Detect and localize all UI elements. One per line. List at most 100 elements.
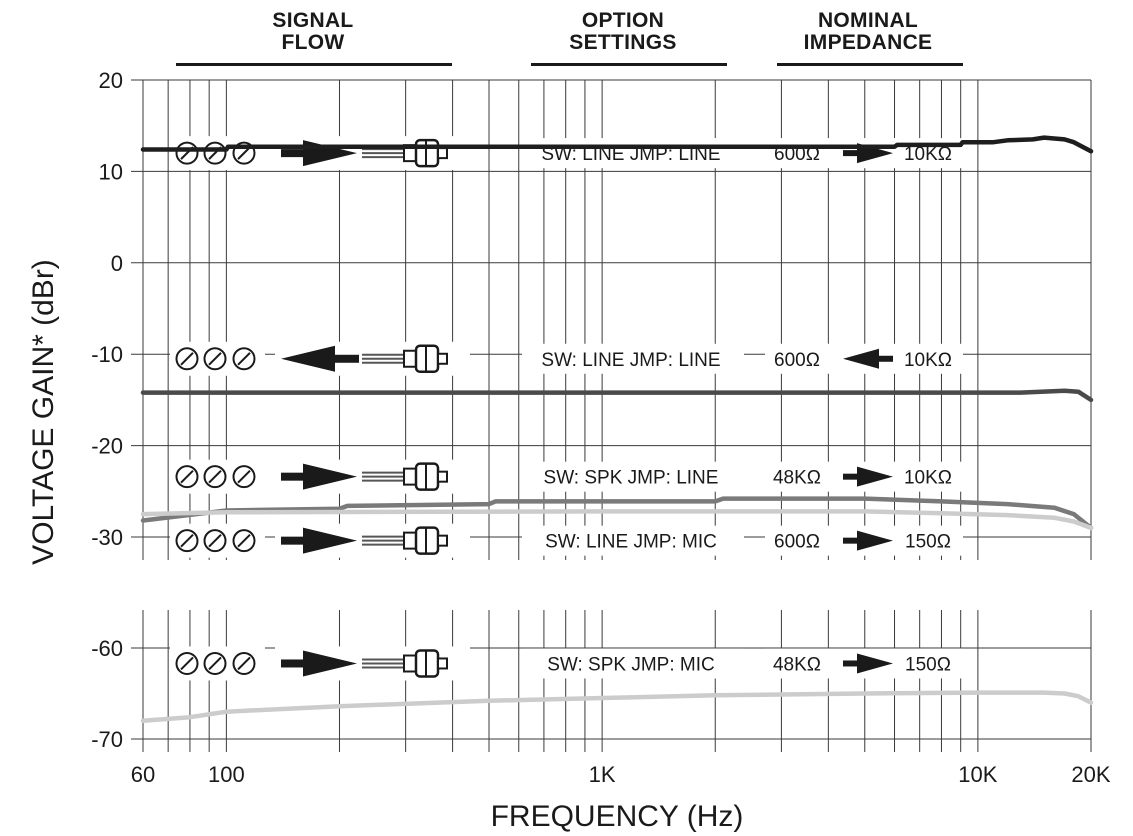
y-tick-label: -10 xyxy=(91,342,123,367)
header-nominal-impedance-line2: IMPEDANCE xyxy=(803,31,933,54)
signal-arrow-shaft xyxy=(281,472,311,481)
option-settings-label: SW: LINE JMP: LINE xyxy=(541,350,720,371)
y-tick-label: 10 xyxy=(99,159,123,184)
signal-arrow-shaft xyxy=(281,536,311,545)
header-signal-flow-line2: FLOW xyxy=(281,31,345,54)
signal-row: SW: LINE JMP: MIC 600Ω 150Ω xyxy=(170,523,963,558)
option-settings-label: SW: LINE JMP: MIC xyxy=(545,532,717,553)
y-tick-label: -70 xyxy=(91,727,123,752)
trim-pot-slot xyxy=(237,656,251,671)
impedance-arrow-shaft xyxy=(843,660,863,667)
option-settings-label: SW: LINE JMP: LINE xyxy=(541,144,720,165)
x-axis-label: FREQUENCY (Hz) xyxy=(491,800,744,833)
connector-collar xyxy=(403,349,417,368)
y-tick-label: 20 xyxy=(99,68,123,93)
impedance-arrow-shaft xyxy=(873,355,893,362)
row-mask xyxy=(522,648,744,679)
connector-tip xyxy=(437,657,448,670)
series-lines xyxy=(140,135,1094,724)
signal-row: SW: SPK JMP: MIC 48KΩ 150Ω xyxy=(170,646,963,681)
connector-tip xyxy=(437,470,448,483)
series-line-2 xyxy=(140,388,1094,403)
signal-arrow-head xyxy=(303,463,357,490)
y-tick-label: -30 xyxy=(91,525,123,550)
y-tick-label: -60 xyxy=(91,636,123,661)
trim-pot-slot xyxy=(180,656,194,671)
series-line-5 xyxy=(140,690,1094,724)
trim-pot-slot xyxy=(237,469,251,484)
row-mask xyxy=(522,138,744,169)
impedance-arrow-head xyxy=(857,653,893,674)
impedance-from-label: 600Ω xyxy=(774,350,820,371)
header-nominal-impedance-underline xyxy=(777,63,963,66)
header-nominal-impedance: NOMINAL IMPEDANCE xyxy=(758,10,978,54)
x-tick-label: 100 xyxy=(208,762,245,787)
trim-pot-slot xyxy=(180,533,194,548)
signal-row: SW: LINE JMP: LINE 600Ω 10KΩ xyxy=(170,136,963,171)
row-mask xyxy=(522,525,744,556)
x-tick-label: 20K xyxy=(1071,762,1110,787)
series-line-3 xyxy=(140,496,1094,531)
impedance-to-label: 150Ω xyxy=(905,654,951,675)
series-line-4 xyxy=(140,509,1094,531)
option-settings-label: SW: SPK JMP: MIC xyxy=(547,654,715,675)
option-settings-label: SW: SPK JMP: LINE xyxy=(544,468,719,489)
trim-pot-slot xyxy=(237,533,251,548)
header-signal-flow-line1: SIGNAL xyxy=(272,9,354,32)
signal-arrow-head xyxy=(281,345,335,372)
y-tick-label: -20 xyxy=(91,434,123,459)
header-signal-flow: SIGNAL FLOW xyxy=(203,10,423,54)
x-tick-label: 1K xyxy=(589,762,616,787)
series-line-1 xyxy=(140,135,1094,154)
trim-pot-slot xyxy=(208,533,222,548)
connector-tip xyxy=(437,534,448,547)
signal-arrow-shaft xyxy=(281,149,311,158)
signal-arrow-shaft xyxy=(281,659,311,668)
impedance-arrow-shaft xyxy=(843,473,863,480)
trim-pot-slot xyxy=(237,146,251,160)
trim-pot-slot xyxy=(208,352,222,366)
signal-arrow-shaft xyxy=(329,354,359,363)
header-nominal-impedance-line1: NOMINAL xyxy=(817,9,919,32)
connector-tip xyxy=(437,352,448,365)
connector-tip xyxy=(437,147,448,160)
header-option-settings-underline xyxy=(531,63,727,66)
trim-pot-slot xyxy=(180,469,194,484)
connector-collar xyxy=(403,467,417,486)
trim-pot-slot xyxy=(180,352,194,366)
header-signal-flow-underline xyxy=(176,63,452,66)
trim-pot-slot xyxy=(208,656,222,671)
impedance-from-label: 48KΩ xyxy=(773,654,821,675)
trim-pot-slot xyxy=(208,469,222,484)
impedance-to-label: 150Ω xyxy=(905,532,951,553)
header-option-settings-line1: OPTION xyxy=(581,9,665,32)
impedance-arrow-shaft xyxy=(843,537,863,544)
signal-row: SW: LINE JMP: LINE 600Ω 10KΩ xyxy=(170,341,963,376)
header-option-settings-line2: SETTINGS xyxy=(569,31,677,54)
impedance-to-label: 10KΩ xyxy=(904,468,952,489)
connector-collar xyxy=(403,654,417,673)
y-tick-label: 0 xyxy=(111,251,123,276)
signal-arrow-head xyxy=(303,650,357,677)
impedance-arrow-head xyxy=(857,530,893,551)
impedance-from-label: 600Ω xyxy=(774,532,820,553)
row-mask xyxy=(522,461,744,492)
impedance-arrow-shaft xyxy=(843,150,863,157)
impedance-to-label: 10KΩ xyxy=(904,144,952,165)
trim-pot-slot xyxy=(237,352,251,366)
signal-arrow-head xyxy=(303,527,357,554)
y-axis-label: VOLTAGE GAIN* (dBr) xyxy=(27,259,60,565)
header-option-settings: OPTION SETTINGS xyxy=(513,10,733,54)
connector-collar xyxy=(403,531,417,550)
impedance-arrow-head xyxy=(843,348,879,369)
x-tick-label: 60 xyxy=(131,762,155,787)
row-mask xyxy=(522,343,744,374)
impedance-from-label: 48KΩ xyxy=(773,468,821,489)
impedance-arrow-head xyxy=(857,466,893,487)
impedance-to-label: 10KΩ xyxy=(904,350,952,371)
signal-row: SW: SPK JMP: LINE 48KΩ 10KΩ xyxy=(170,459,963,494)
impedance-from-label: 600Ω xyxy=(774,144,820,165)
